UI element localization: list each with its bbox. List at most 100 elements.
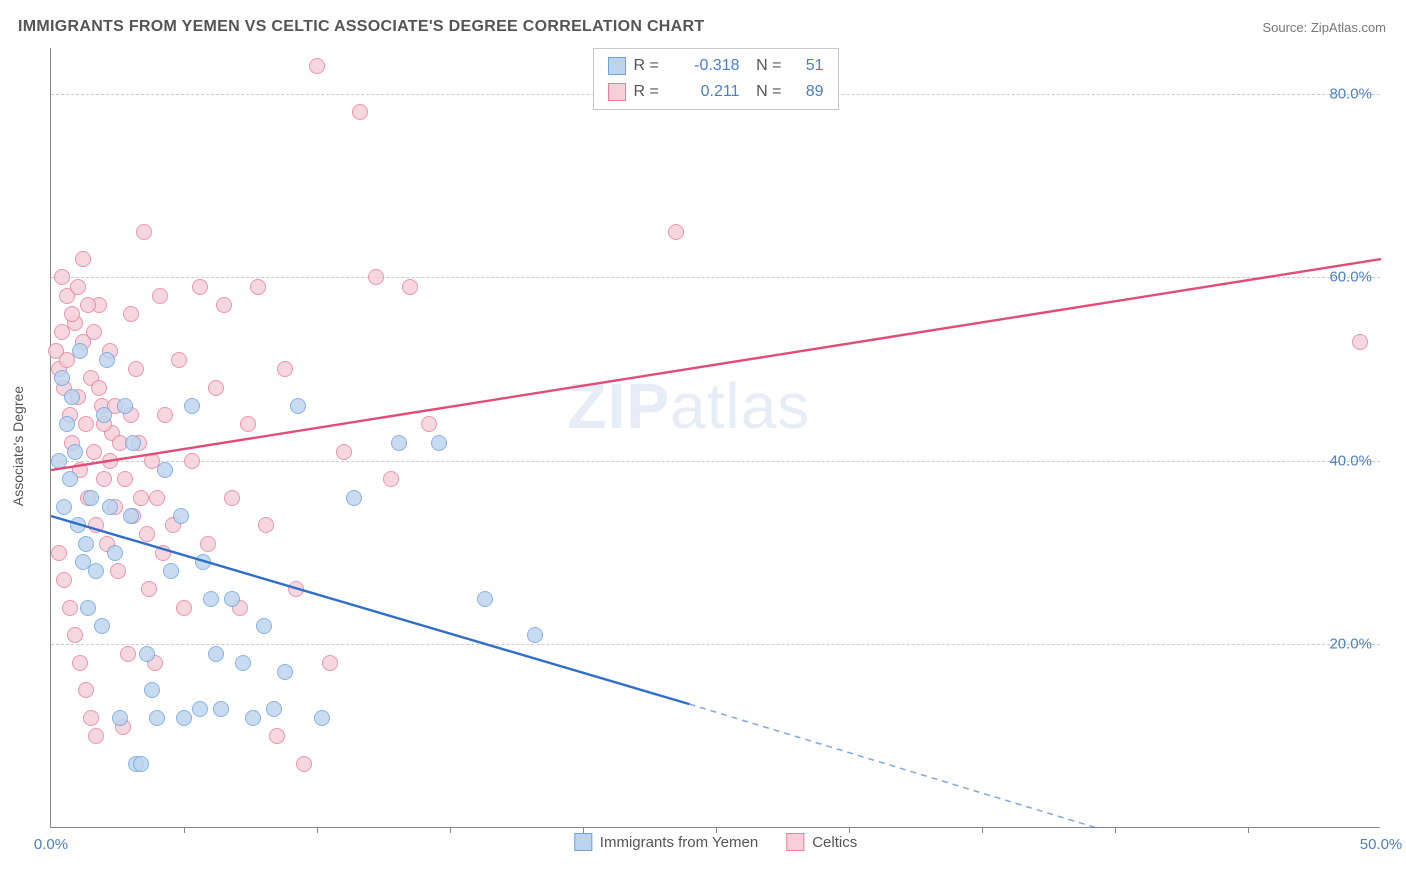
scatter-point [78, 536, 94, 552]
source-label: Source: ZipAtlas.com [1262, 20, 1386, 35]
scatter-point [133, 490, 149, 506]
scatter-point [54, 370, 70, 386]
scatter-point [139, 526, 155, 542]
scatter-point [314, 710, 330, 726]
scatter-point [125, 435, 141, 451]
scatter-point [245, 710, 261, 726]
scatter-point [250, 279, 266, 295]
scatter-point [59, 416, 75, 432]
scatter-point [277, 361, 293, 377]
scatter-point [322, 655, 338, 671]
scatter-point [78, 416, 94, 432]
scatter-point [208, 380, 224, 396]
legend-bottom: Immigrants from Yemen Celtics [574, 833, 857, 851]
scatter-point [86, 324, 102, 340]
scatter-point [192, 701, 208, 717]
scatter-point [120, 646, 136, 662]
scatter-point [88, 517, 104, 533]
n-value-2: 89 [790, 83, 824, 101]
n-label: N = [748, 83, 782, 101]
watermark-bold: ZIP [568, 370, 671, 442]
scatter-point [107, 545, 123, 561]
scatter-point [94, 618, 110, 634]
scatter-point [195, 554, 211, 570]
scatter-point [200, 536, 216, 552]
scatter-point [171, 352, 187, 368]
scatter-point [208, 646, 224, 662]
n-label: N = [748, 57, 782, 75]
scatter-point [224, 591, 240, 607]
scatter-point [224, 490, 240, 506]
scatter-point [88, 563, 104, 579]
scatter-point [383, 471, 399, 487]
scatter-point [56, 499, 72, 515]
legend-row-1: R = -0.318 N = 51 [608, 53, 824, 79]
scatter-point [88, 728, 104, 744]
scatter-point [266, 701, 282, 717]
scatter-point [346, 490, 362, 506]
scatter-point [139, 646, 155, 662]
r-value-2: 0.211 [678, 83, 740, 101]
scatter-point [203, 591, 219, 607]
scatter-point [99, 352, 115, 368]
scatter-point [240, 416, 256, 432]
scatter-point [402, 279, 418, 295]
y-tick-label: 80.0% [1329, 85, 1372, 102]
scatter-point [62, 600, 78, 616]
scatter-point [67, 444, 83, 460]
scatter-point [213, 701, 229, 717]
scatter-point [51, 545, 67, 561]
scatter-point [102, 453, 118, 469]
scatter-point [431, 435, 447, 451]
y-tick-label: 40.0% [1329, 452, 1372, 469]
legend-swatch-1 [608, 57, 626, 75]
y-tick-label: 60.0% [1329, 269, 1372, 286]
legend-swatch-icon [786, 833, 804, 851]
scatter-point [86, 444, 102, 460]
scatter-point [176, 600, 192, 616]
scatter-point [80, 600, 96, 616]
scatter-point [141, 581, 157, 597]
scatter-point [176, 710, 192, 726]
scatter-point [288, 581, 304, 597]
scatter-point [112, 710, 128, 726]
scatter-point [117, 398, 133, 414]
scatter-point [296, 756, 312, 772]
scatter-point [96, 407, 112, 423]
scatter-point [78, 682, 94, 698]
scatter-point [83, 490, 99, 506]
scatter-point [216, 297, 232, 313]
scatter-point [368, 269, 384, 285]
scatter-point [1352, 334, 1368, 350]
scatter-point [75, 251, 91, 267]
legend-item-label: Celtics [812, 834, 857, 851]
scatter-point [70, 517, 86, 533]
r-value-1: -0.318 [678, 57, 740, 75]
scatter-point [72, 343, 88, 359]
r-label: R = [634, 57, 670, 75]
scatter-point [309, 58, 325, 74]
scatter-point [149, 490, 165, 506]
scatter-point [102, 499, 118, 515]
scatter-point [67, 627, 83, 643]
scatter-point [80, 297, 96, 313]
scatter-point [117, 471, 133, 487]
scatter-point [157, 407, 173, 423]
scatter-point [123, 306, 139, 322]
legend-correlation: R = -0.318 N = 51 R = 0.211 N = 89 [593, 48, 839, 110]
scatter-point [192, 279, 208, 295]
scatter-point [83, 710, 99, 726]
scatter-point [157, 462, 173, 478]
scatter-point [269, 728, 285, 744]
scatter-point [152, 288, 168, 304]
watermark-light: atlas [670, 370, 810, 442]
legend-item-label: Immigrants from Yemen [600, 834, 758, 851]
scatter-point [277, 664, 293, 680]
scatter-point [128, 361, 144, 377]
scatter-point [163, 563, 179, 579]
scatter-point [173, 508, 189, 524]
scatter-point [91, 380, 107, 396]
scatter-point [56, 572, 72, 588]
scatter-point [110, 563, 126, 579]
scatter-point [155, 545, 171, 561]
